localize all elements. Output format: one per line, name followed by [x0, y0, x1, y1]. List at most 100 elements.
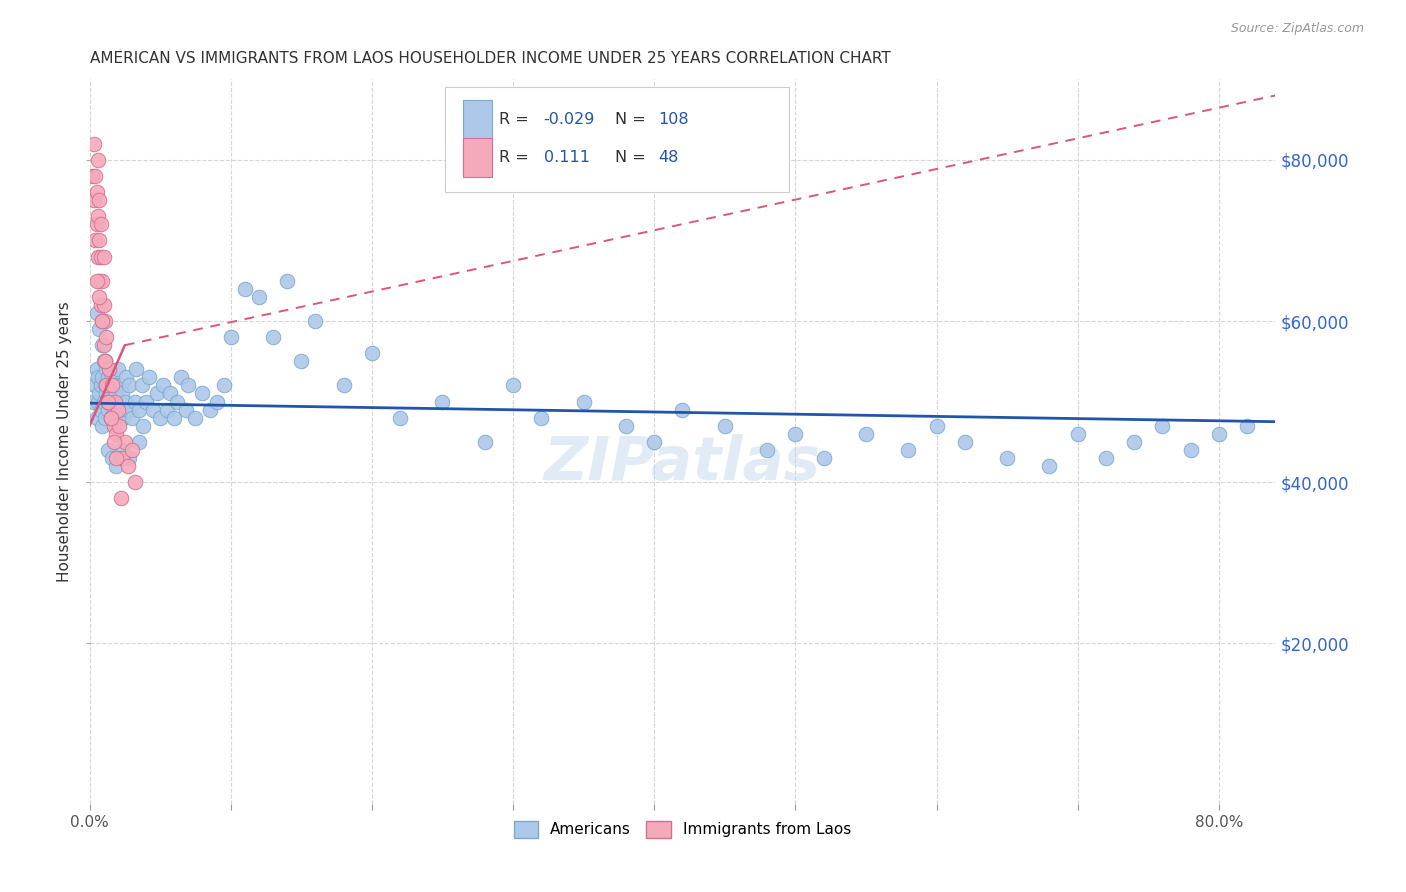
Point: [104, 394, 127, 409]
Point: [94, 354, 117, 368]
Point: [502, 378, 524, 392]
Point: [94, 410, 117, 425]
Point: [103, 418, 125, 433]
Point: [897, 442, 920, 457]
Point: [671, 402, 693, 417]
Point: [94, 354, 117, 368]
Point: [101, 378, 124, 392]
Point: [84, 378, 107, 392]
Point: [93, 394, 115, 409]
Point: [91, 418, 114, 433]
Point: [89, 322, 111, 336]
Text: 48: 48: [659, 150, 679, 165]
Point: [432, 394, 454, 409]
Point: [572, 394, 595, 409]
Point: [117, 402, 139, 417]
Point: [170, 370, 193, 384]
Point: [1067, 426, 1090, 441]
Point: [83, 394, 105, 409]
Point: [86, 362, 108, 376]
Point: [925, 418, 948, 433]
FancyBboxPatch shape: [463, 100, 492, 139]
Point: [105, 450, 128, 465]
Point: [86, 306, 108, 320]
Point: [93, 338, 115, 352]
Point: [530, 410, 553, 425]
Point: [114, 434, 136, 449]
Point: [107, 402, 129, 417]
Point: [107, 362, 129, 376]
Point: [184, 410, 207, 425]
Point: [121, 410, 143, 425]
Point: [103, 402, 125, 417]
Point: [89, 290, 111, 304]
Text: -0.029: -0.029: [544, 112, 595, 127]
Point: [101, 450, 124, 465]
Point: [98, 362, 121, 376]
Point: [117, 458, 139, 473]
Point: [142, 402, 165, 417]
Point: [713, 418, 735, 433]
Point: [953, 434, 976, 449]
Point: [118, 378, 141, 392]
Point: [100, 410, 122, 425]
Point: [247, 290, 270, 304]
Point: [93, 250, 115, 264]
Point: [89, 193, 111, 207]
Point: [121, 442, 143, 457]
Point: [83, 136, 105, 151]
Point: [146, 386, 169, 401]
Point: [100, 410, 122, 425]
Point: [614, 418, 637, 433]
Point: [124, 475, 146, 489]
Point: [98, 394, 121, 409]
Point: [86, 274, 108, 288]
Point: [111, 450, 134, 465]
Point: [114, 394, 136, 409]
Point: [87, 209, 110, 223]
Point: [110, 378, 132, 392]
Point: [84, 169, 107, 183]
Point: [87, 153, 110, 167]
Point: [205, 394, 228, 409]
Point: [149, 410, 172, 425]
Point: [166, 394, 188, 409]
FancyBboxPatch shape: [446, 87, 789, 192]
Point: [97, 442, 120, 457]
Text: ZIPatlas: ZIPatlas: [544, 434, 821, 493]
Point: [112, 410, 135, 425]
Point: [128, 402, 150, 417]
Point: [111, 442, 134, 457]
Point: [855, 426, 877, 441]
Text: R =: R =: [499, 112, 533, 127]
Point: [110, 491, 132, 506]
Point: [198, 402, 221, 417]
Point: [90, 298, 112, 312]
Y-axis label: Householder Income Under 25 years: Householder Income Under 25 years: [58, 301, 72, 582]
Point: [177, 378, 200, 392]
Point: [97, 370, 120, 384]
Point: [128, 434, 150, 449]
Point: [785, 426, 807, 441]
Point: [360, 346, 382, 360]
Point: [1180, 442, 1202, 457]
FancyBboxPatch shape: [463, 138, 492, 178]
Point: [111, 386, 134, 401]
Point: [1095, 450, 1118, 465]
Point: [304, 314, 326, 328]
Point: [86, 218, 108, 232]
Point: [83, 193, 105, 207]
Point: [87, 394, 110, 409]
Point: [159, 386, 181, 401]
Point: [90, 250, 112, 264]
Point: [115, 370, 138, 384]
Point: [91, 338, 114, 352]
Point: [91, 370, 114, 384]
Point: [91, 274, 114, 288]
Point: [643, 434, 665, 449]
Point: [132, 418, 155, 433]
Point: [90, 218, 112, 232]
Point: [98, 378, 121, 392]
Point: [104, 410, 127, 425]
Legend: Americans, Immigrants from Laos: Americans, Immigrants from Laos: [508, 815, 858, 844]
